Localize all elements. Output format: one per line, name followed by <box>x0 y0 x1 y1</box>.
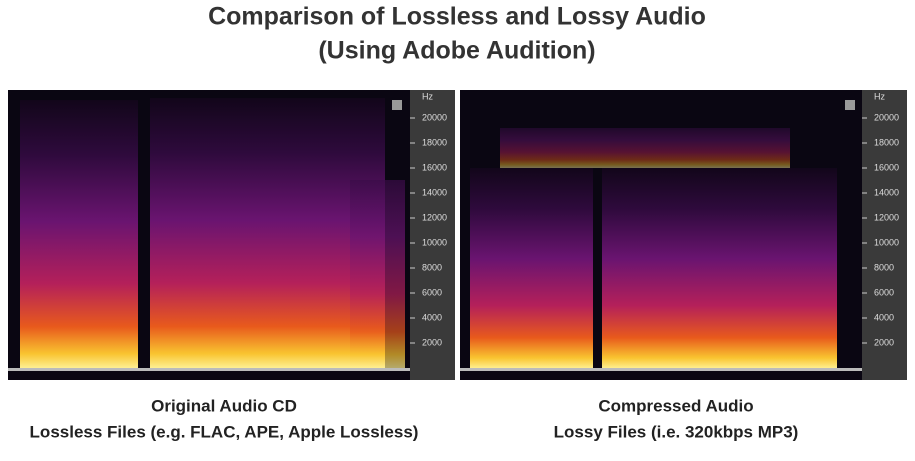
caption: Lossy Files (i.e. 320kbps MP3) <box>554 422 799 441</box>
y-tick-label: 20000 <box>874 112 899 122</box>
y-tick-label: 4000 <box>874 312 894 322</box>
spectrogram-panel <box>8 90 455 380</box>
y-tick-label: 14000 <box>422 187 447 197</box>
spectrum <box>602 168 837 370</box>
caption: Lossless Files (e.g. FLAC, APE, Apple Lo… <box>30 422 419 441</box>
spectrum <box>20 100 138 370</box>
y-tick-label: 10000 <box>874 237 899 247</box>
icon <box>845 100 855 110</box>
title-line: Comparison of Lossless and Lossy Audio <box>208 3 706 31</box>
y-tick-label: 2000 <box>422 337 442 347</box>
y-tick-label: 16000 <box>874 162 899 172</box>
y-tick-label: 8000 <box>874 262 894 272</box>
y-tick-label: 2000 <box>874 337 894 347</box>
y-tick-label: 6000 <box>422 287 442 297</box>
axis-unit: Hz <box>422 91 433 101</box>
baseline <box>8 368 410 371</box>
caption: Original Audio CD <box>151 396 297 415</box>
y-tick-label: 16000 <box>422 162 447 172</box>
axis-strip <box>862 90 907 380</box>
spectrum <box>350 180 405 370</box>
y-tick-label: 12000 <box>422 212 447 222</box>
title-line: (Using Adobe Audition) <box>318 37 595 65</box>
spectrum <box>150 98 385 370</box>
y-tick-label: 18000 <box>874 137 899 147</box>
icon <box>392 100 402 110</box>
y-tick-label: 10000 <box>422 237 447 247</box>
y-tick-label: 20000 <box>422 112 447 122</box>
spectrum-cutoff-band <box>500 128 790 168</box>
axis-unit: Hz <box>874 91 885 101</box>
spectrogram-panel <box>460 90 907 380</box>
y-tick-label: 4000 <box>422 312 442 322</box>
y-tick-label: 14000 <box>874 187 899 197</box>
y-tick-label: 8000 <box>422 262 442 272</box>
baseline <box>460 368 862 371</box>
caption: Compressed Audio <box>598 396 753 415</box>
y-tick-label: 18000 <box>422 137 447 147</box>
y-tick-label: 12000 <box>874 212 899 222</box>
axis-strip <box>410 90 455 380</box>
y-tick-label: 6000 <box>874 287 894 297</box>
spectrum <box>470 168 593 370</box>
